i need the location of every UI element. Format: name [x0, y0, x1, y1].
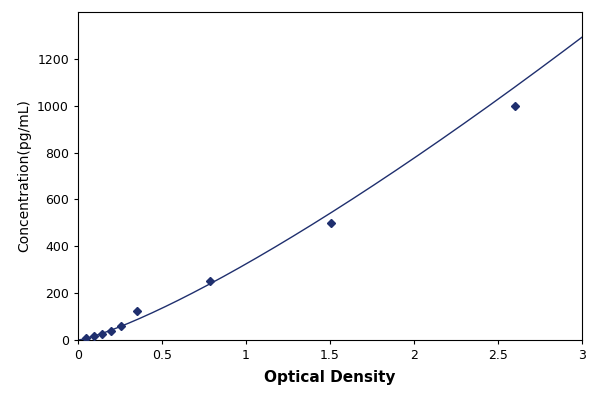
- Y-axis label: Concentration(pg/mL): Concentration(pg/mL): [17, 100, 32, 252]
- X-axis label: Optical Density: Optical Density: [264, 370, 396, 385]
